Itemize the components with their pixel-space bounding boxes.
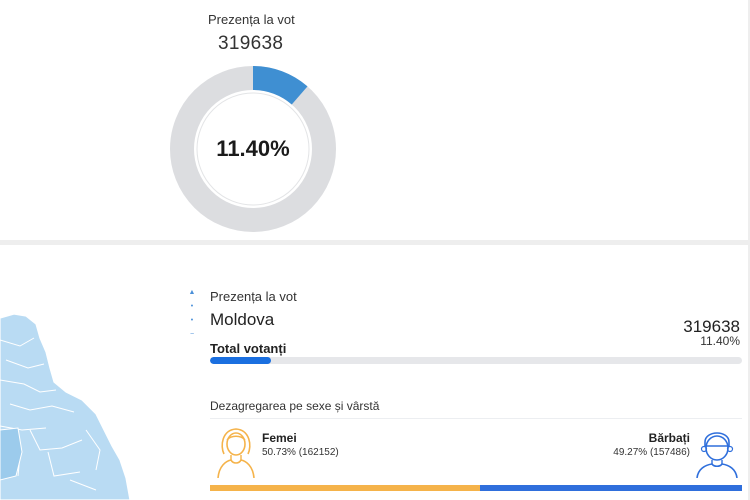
donut-inner-ring bbox=[196, 92, 310, 206]
map-zoom-controls[interactable]: ▲ • • − bbox=[188, 289, 196, 338]
gender-breakdown: Femei 50.73% (162152) Bărbați 49.27% (15… bbox=[210, 418, 742, 500]
turnout-donut bbox=[170, 66, 336, 232]
total-voters-progress bbox=[210, 357, 742, 364]
turnout-count: 319638 bbox=[218, 33, 284, 54]
donut-fill-arc bbox=[252, 66, 308, 105]
moldova-map-icon[interactable] bbox=[0, 280, 190, 500]
male-avatar-icon bbox=[696, 432, 738, 478]
female-share-bar bbox=[210, 485, 480, 491]
region-card: ▲ • • − Prezența la vot Moldova 319638 1… bbox=[0, 245, 748, 500]
total-voters-progress-fill bbox=[210, 357, 271, 364]
male-stat: 49.27% (157486) bbox=[613, 447, 690, 458]
zoom-minus-icon[interactable]: − bbox=[189, 331, 195, 338]
region-percent: 11.40% bbox=[700, 334, 740, 348]
total-voters-label: Total votanți bbox=[210, 341, 287, 356]
panel-section-label: Prezența la vot bbox=[210, 289, 297, 304]
map-district-dark bbox=[0, 427, 23, 481]
turnout-card: Prezența la vot 319638 11.40% bbox=[0, 0, 748, 240]
female-avatar-icon bbox=[217, 428, 255, 478]
female-stat: 50.73% (162152) bbox=[262, 447, 339, 458]
male-share-bar bbox=[479, 485, 742, 491]
donut-percent: 11.40% bbox=[216, 136, 290, 161]
zoom-dot-icon[interactable]: • bbox=[190, 303, 194, 310]
gender-split-bar bbox=[210, 485, 742, 491]
female-label: Femei bbox=[262, 431, 297, 445]
zoom-dot-icon-2[interactable]: • bbox=[190, 317, 194, 324]
region-name: Moldova bbox=[210, 310, 275, 329]
male-label: Bărbați bbox=[648, 431, 690, 445]
zoom-up-icon[interactable]: ▲ bbox=[188, 289, 196, 296]
map-region-shape bbox=[0, 313, 131, 500]
region-count: 319638 bbox=[683, 317, 740, 336]
turnout-title: Prezența la vot bbox=[208, 12, 295, 27]
breakdown-title: Dezagregarea pe sexe și vârstă bbox=[210, 399, 380, 413]
